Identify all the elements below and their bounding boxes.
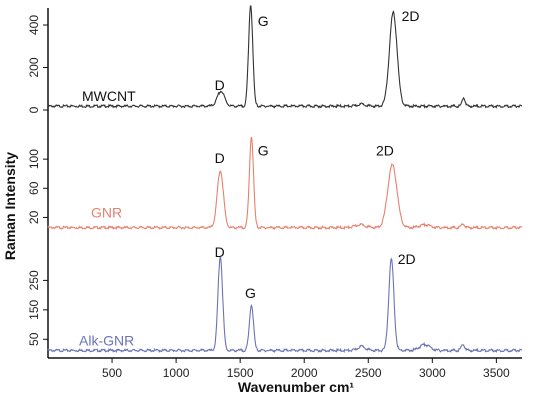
y-tick-label: 400 <box>27 15 41 35</box>
x-tick-label: 3000 <box>419 366 446 380</box>
y-tick-label: 0 <box>27 106 41 113</box>
peak-label: 2D <box>402 8 420 24</box>
x-tick-label: 2500 <box>355 366 382 380</box>
y-tick-label: 60 <box>27 181 41 195</box>
series-line-1 <box>47 136 523 231</box>
peak-label: 2D <box>398 251 416 267</box>
y-tick-label: 20 <box>27 210 41 224</box>
labels-layer: MWCNT D G 2D GNR D G 2D Alk-GNR D G 2D <box>79 8 419 349</box>
series-name-label: MWCNT <box>82 88 136 104</box>
x-tick-label: 1000 <box>163 366 190 380</box>
peak-label: D <box>215 150 225 166</box>
x-axis-title: Wavenumber cm¹ <box>238 379 355 395</box>
series-layer <box>47 5 523 354</box>
peak-label: G <box>245 285 256 301</box>
y-tick-label: 150 <box>27 300 41 320</box>
peak-label: D <box>215 244 225 260</box>
y-axis-title: Raman Intensity <box>2 152 18 260</box>
y-tick-label: 250 <box>27 270 41 290</box>
peak-label: G <box>258 13 269 29</box>
series-line-2 <box>47 256 523 354</box>
y-tick-label: 50 <box>27 332 41 346</box>
peak-label: D <box>215 77 225 93</box>
peak-label: G <box>258 143 269 159</box>
x-tick-label: 2000 <box>291 366 318 380</box>
series-line-0 <box>47 5 523 109</box>
y-tick-label: 100 <box>27 149 41 169</box>
x-tick-label: 3500 <box>483 366 510 380</box>
y-tick-label: 200 <box>27 57 41 77</box>
peak-label: 2D <box>376 143 394 159</box>
x-tick-label: 500 <box>102 366 122 380</box>
x-tick-label: 1500 <box>227 366 254 380</box>
series-name-label: Alk-GNR <box>79 332 134 348</box>
axes: 500 1000 1500 2000 2500 3000 3500 0 200 400 20 60 10… <box>27 8 522 380</box>
series-name-label: GNR <box>91 205 122 221</box>
